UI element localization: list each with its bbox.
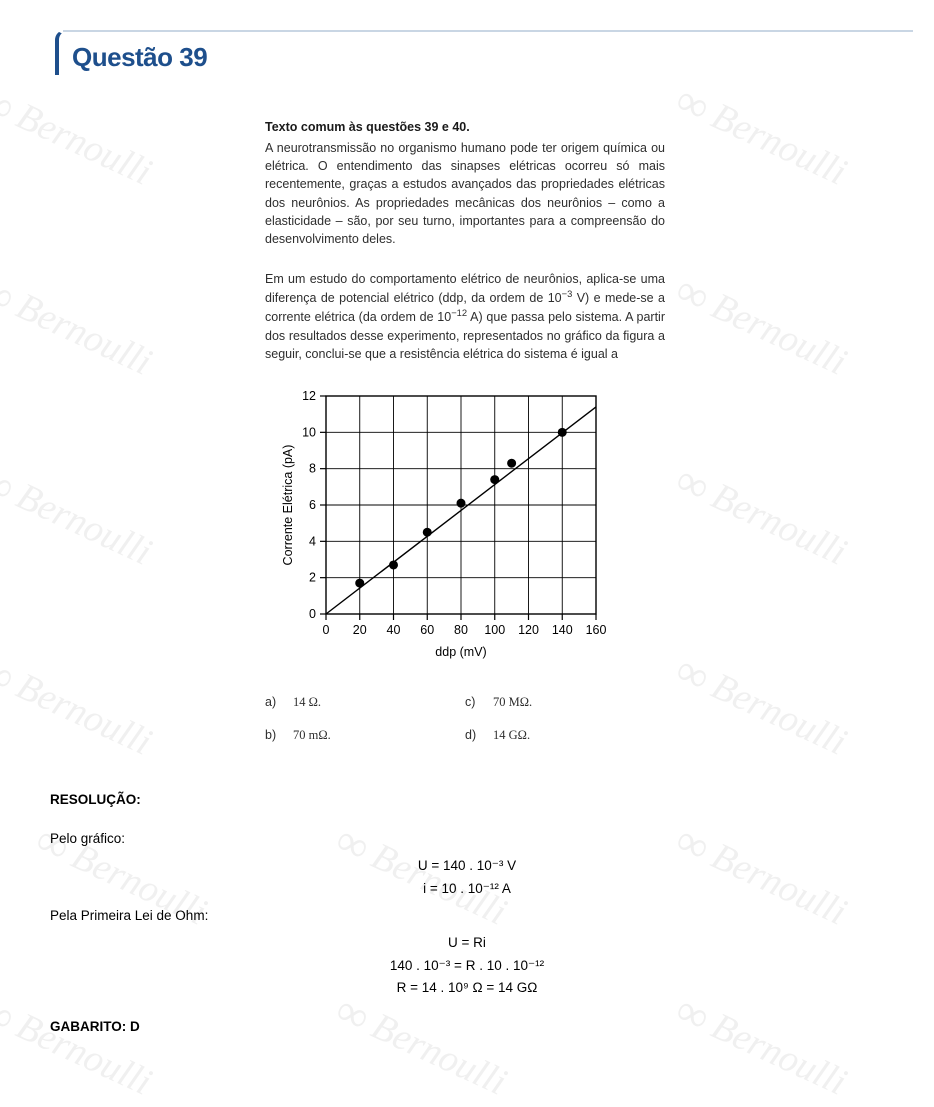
question-paragraph-1: A neurotransmissão no organismo humano p… (265, 139, 665, 248)
svg-text:40: 40 (387, 623, 401, 637)
watermark: ∞Bernoulli (668, 264, 855, 388)
question-title: Questão 39 (72, 42, 207, 73)
option-b: b)70 mΩ. (265, 728, 465, 743)
svg-text:4: 4 (309, 534, 316, 548)
scatter-chart: 0 20 40 60 80 100 120 140 160 0 2 4 6 8 10 12 Corrente E… (278, 388, 618, 678)
svg-text:ddp (mV): ddp (mV) (435, 645, 486, 659)
answer-options: a)14 Ω. c)70 MΩ. b)70 mΩ. d)14 GΩ. (265, 695, 665, 761)
resolution-line-1: Pelo gráfico: (50, 829, 884, 850)
resolution-line-2: Pela Primeira Lei de Ohm: (50, 906, 884, 927)
svg-text:120: 120 (518, 623, 539, 637)
resolution-title: RESOLUÇÃO: (50, 790, 884, 811)
resolution-eq-3: U = Ri (50, 933, 884, 954)
svg-text:100: 100 (484, 623, 505, 637)
svg-text:60: 60 (420, 623, 434, 637)
option-a: a)14 Ω. (265, 695, 465, 710)
question-paragraph-2: Em um estudo do comportamento elétrico d… (265, 270, 665, 363)
watermark: ∞Bernoulli (0, 264, 160, 388)
svg-text:10: 10 (302, 425, 316, 439)
svg-text:160: 160 (586, 623, 607, 637)
resolution-block: RESOLUÇÃO: Pelo gráfico: U = 140 . 10⁻³ … (50, 790, 884, 1038)
watermark: ∞Bernoulli (0, 454, 160, 578)
svg-text:80: 80 (454, 623, 468, 637)
watermark: ∞Bernoulli (668, 644, 855, 768)
svg-text:Corrente Elétrica (pA): Corrente Elétrica (pA) (281, 445, 295, 566)
watermark: ∞Bernoulli (0, 74, 160, 198)
svg-text:0: 0 (323, 623, 330, 637)
svg-text:20: 20 (353, 623, 367, 637)
svg-text:140: 140 (552, 623, 573, 637)
svg-text:0: 0 (309, 607, 316, 621)
svg-text:8: 8 (309, 462, 316, 476)
question-body: Texto comum às questões 39 e 40. A neuro… (265, 118, 665, 363)
watermark: ∞Bernoulli (0, 644, 160, 768)
resolution-eq-5: R = 14 . 10⁹ Ω = 14 GΩ (50, 978, 884, 999)
resolution-eq-4: 140 . 10⁻³ = R . 10 . 10⁻¹² (50, 956, 884, 977)
svg-text:6: 6 (309, 498, 316, 512)
watermark: ∞Bernoulli (668, 454, 855, 578)
resolution-answer: GABARITO: D (50, 1017, 884, 1038)
svg-text:12: 12 (302, 389, 316, 403)
svg-text:2: 2 (309, 571, 316, 585)
option-c: c)70 MΩ. (465, 695, 665, 710)
question-subtitle: Texto comum às questões 39 e 40. (265, 118, 665, 136)
resolution-eq-2: i = 10 . 10⁻¹² A (50, 879, 884, 900)
watermark: ∞Bernoulli (668, 74, 855, 198)
option-d: d)14 GΩ. (465, 728, 665, 743)
resolution-eq-1: U = 140 . 10⁻³ V (50, 856, 884, 877)
